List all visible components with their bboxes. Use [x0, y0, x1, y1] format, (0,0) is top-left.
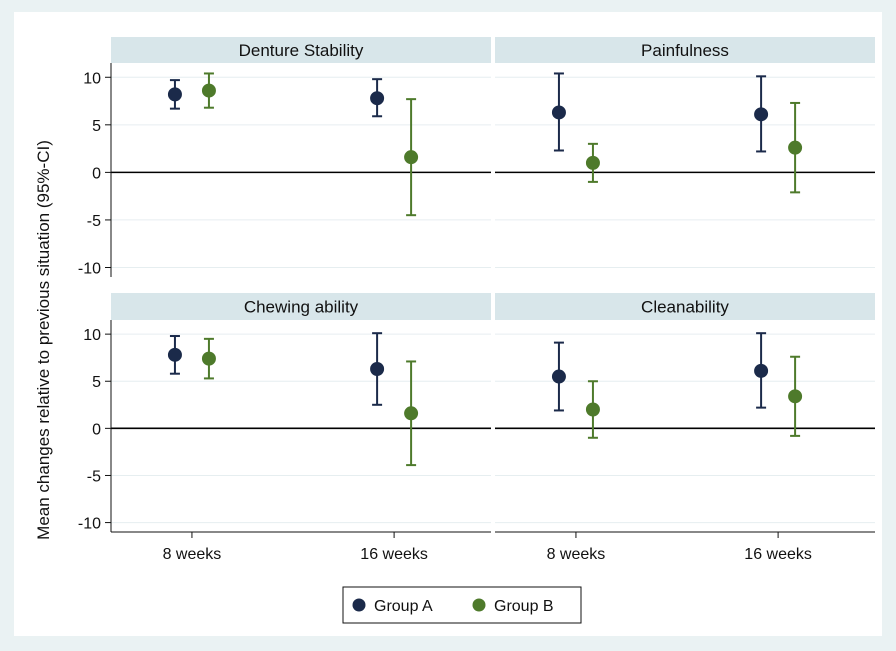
data-point: [405, 407, 418, 420]
panel-plot-area: [495, 320, 875, 532]
data-point: [371, 362, 384, 375]
legend-marker: [353, 599, 366, 612]
y-tick-label: -10: [78, 260, 101, 277]
x-tick-label: 16 weeks: [360, 546, 428, 563]
panels-layer: Denture Stability -10 -5 0 5 10 Painfulness Che…: [78, 37, 875, 563]
data-point: [202, 84, 215, 97]
panel-title: Denture Stability: [239, 41, 364, 60]
panel-cleanability: Cleanability 8 weeks 16 weeks: [495, 293, 875, 563]
y-tick-label: 0: [92, 165, 101, 182]
y-tick-label: -10: [78, 516, 101, 533]
data-point: [789, 141, 802, 154]
y-axis-label: Mean changes relative to previous situat…: [34, 140, 53, 540]
y-tick-label: -5: [87, 468, 101, 485]
panel-denture-stability: Denture Stability -10 -5 0 5 10: [78, 37, 491, 277]
y-tick-label: 0: [92, 421, 101, 438]
data-point: [586, 156, 599, 169]
data-point: [755, 364, 768, 377]
data-point: [202, 352, 215, 365]
y-tick-label: -5: [87, 213, 101, 230]
panel-title: Cleanability: [641, 298, 729, 317]
y-tick-label: 10: [83, 70, 101, 87]
panel-painfulness: Painfulness: [495, 37, 875, 277]
x-tick-label: 8 weeks: [547, 546, 606, 563]
data-point: [371, 92, 384, 105]
x-tick-label: 8 weeks: [163, 546, 222, 563]
data-point: [168, 348, 181, 361]
panel-chewing-ability: Chewing ability -10 -5 0 5 10 8 weeks 16 weeks: [78, 293, 491, 563]
y-tick-label: 5: [92, 374, 101, 391]
legend-label: Group B: [494, 598, 554, 615]
data-point: [755, 108, 768, 121]
legend-label: Group A: [374, 598, 433, 615]
x-tick-label: 16 weeks: [744, 546, 812, 563]
panel-plot-area: [495, 63, 875, 277]
data-point: [552, 370, 565, 383]
data-point: [586, 403, 599, 416]
panel-plot-area: [111, 320, 491, 532]
panel-title: Chewing ability: [244, 298, 359, 317]
panel-title: Painfulness: [641, 41, 729, 60]
y-tick-label: 5: [92, 118, 101, 135]
data-point: [168, 88, 181, 101]
data-point: [405, 151, 418, 164]
legend-marker: [473, 599, 486, 612]
data-point: [552, 106, 565, 119]
legend: Group A Group B: [343, 587, 581, 623]
y-tick-label: 10: [83, 327, 101, 344]
data-point: [789, 390, 802, 403]
